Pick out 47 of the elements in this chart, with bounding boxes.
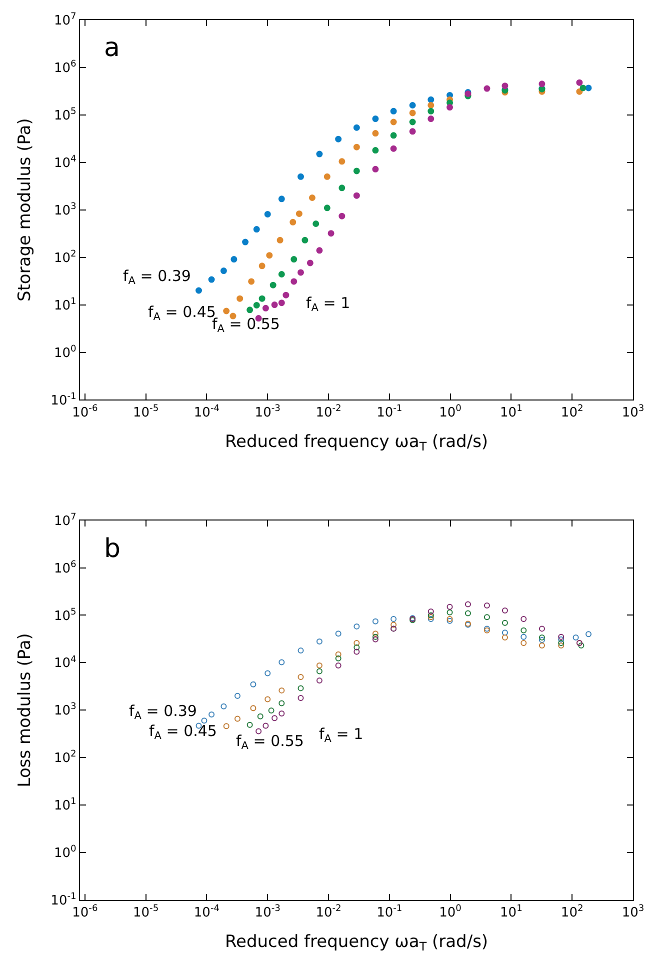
x-tick-label: 10$^{-2}$ [316, 404, 342, 420]
x-tick-label: 10$^{2}$ [560, 904, 584, 921]
y-tick-label: 10$^{1}$ [54, 797, 76, 814]
text: f$_{A}$ = 1 [319, 725, 364, 746]
x-tick-label: 10$^{-5}$ [133, 404, 159, 420]
y-tick-label: 10$^{5}$ [54, 607, 76, 624]
series-label: f$_{A}$ = 1 [306, 294, 350, 314]
x-tick-label: 10$^{-4}$ [194, 904, 220, 921]
series-label: f$_{A}$ = 0.55 [236, 732, 304, 752]
text: a [104, 33, 120, 63]
x-tick-label: 10$^{-2}$ [316, 904, 342, 921]
series-label: f$_{A}$ = 0.45 [149, 722, 217, 742]
y-tick-label: 10$^{0}$ [54, 844, 77, 862]
x-tick-label: 10$^{1}$ [500, 404, 522, 420]
y-tick-label: 10$^{3}$ [54, 202, 77, 218]
x-tick-label: 10$^{-1}$ [376, 904, 402, 921]
x-tick-label: 10$^{1}$ [500, 904, 522, 921]
y-tick-label: 10$^{2}$ [54, 750, 76, 766]
y-tick-label: 10$^{6}$ [54, 560, 77, 576]
x-tick-label: 10$^{2}$ [560, 404, 584, 420]
x-axis-title: Reduced frequency ωa$_{T}$ (rad/s) [224, 432, 488, 454]
y-tick-label: 10$^{6}$ [54, 60, 77, 76]
y-tick-label: 10$^{4}$ [54, 154, 77, 171]
y-tick-label: 10$^{7}$ [54, 12, 77, 29]
text: b [104, 534, 121, 564]
x-tick-label: 10$^{3}$ [622, 404, 644, 420]
y-axis-title: Storage modulus (Pa) [15, 118, 36, 302]
x-axis-title: Reduced frequency ωa$_{T}$ (rad/s) [224, 932, 488, 954]
y-tick-label: 10$^{3}$ [54, 702, 77, 719]
x-tick-label: 10$^{-3}$ [254, 904, 281, 921]
y-tick-label: 10$^{2}$ [54, 249, 76, 266]
series-label: f$_{A}$ = 0.39 [129, 702, 197, 722]
x-tick-label: 10$^{0}$ [439, 904, 462, 921]
x-tick-label: 10$^{3}$ [622, 904, 644, 921]
x-tick-label: 10$^{-6}$ [72, 904, 98, 921]
x-tick-label: 10$^{0}$ [439, 404, 462, 420]
series-label: f$_{A}$ = 0.39 [123, 267, 191, 288]
x-tick-label: 10$^{-3}$ [254, 404, 281, 420]
x-tick-label: 10$^{-1}$ [376, 404, 402, 420]
x-tick-label: 10$^{-4}$ [194, 404, 220, 420]
y-tick-label: 10$^{1}$ [54, 296, 76, 314]
y-tick-label: 10$^{5}$ [54, 107, 76, 124]
y-tick-label: 10$^{0}$ [54, 344, 77, 361]
x-tick-label: 10$^{-5}$ [133, 904, 159, 921]
y-tick-label: 10$^{4}$ [54, 654, 77, 672]
y-axis-title: Loss modulus (Pa) [15, 633, 36, 788]
y-tick-label: 10$^{7}$ [54, 512, 77, 529]
